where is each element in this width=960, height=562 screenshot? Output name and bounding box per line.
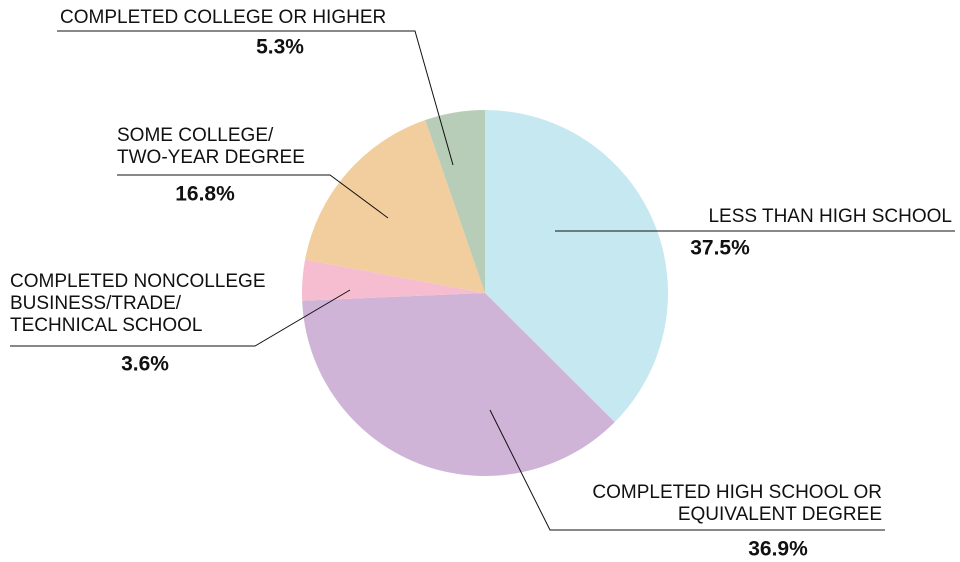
slice-value-label: 37.5% xyxy=(690,237,750,260)
slice-label: COMPLETED COLLEGE OR HIGHER xyxy=(60,7,386,28)
pie-slice xyxy=(305,120,485,293)
slice-label: SOME COLLEGE/TWO-YEAR DEGREE xyxy=(117,125,305,168)
leader-line xyxy=(117,174,389,219)
slice-value-label: 5.3% xyxy=(256,36,304,59)
label-line: COMPLETED COLLEGE OR HIGHER xyxy=(60,7,386,28)
slice-label: COMPLETED NONCOLLEGE BUSINESS/TRADE/TECHN… xyxy=(10,271,266,336)
pie-slice xyxy=(302,293,615,476)
leader-line xyxy=(489,409,885,531)
slice-value-label: 3.6% xyxy=(121,353,169,376)
pie-slice xyxy=(485,110,668,423)
slice-value-label: 36.9% xyxy=(748,538,808,561)
slice-label: COMPLETED HIGH SCHOOL OR EQUIVALENT DEGRE… xyxy=(592,482,882,525)
pie-slice xyxy=(425,110,485,293)
leader-line xyxy=(57,30,454,166)
label-line: LESS THAN HIGH SCHOOL xyxy=(708,206,952,227)
label-line: SOME COLLEGE/ xyxy=(117,125,274,146)
label-line: EQUIVALENT DEGREE xyxy=(678,504,882,525)
label-line: COMPLETED NONCOLLEGE xyxy=(10,271,266,292)
slice-value-label: 16.8% xyxy=(175,183,235,206)
label-line: TWO-YEAR DEGREE xyxy=(117,147,305,168)
label-line: TECHNICAL SCHOOL xyxy=(10,315,203,336)
leader-line xyxy=(10,289,351,347)
pie-slice xyxy=(302,259,485,301)
label-line: COMPLETED HIGH SCHOOL OR xyxy=(592,482,882,503)
slice-label: LESS THAN HIGH SCHOOL xyxy=(708,206,952,227)
label-line: BUSINESS/TRADE/ xyxy=(10,293,182,314)
